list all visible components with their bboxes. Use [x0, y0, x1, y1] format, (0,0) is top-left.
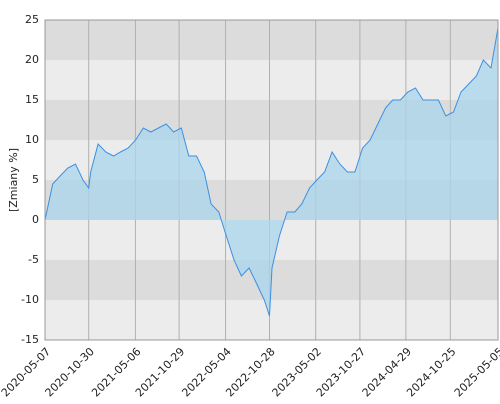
y-tick-label: -5 [28, 253, 39, 266]
y-axis-label: [Zmiany %] [7, 148, 20, 212]
y-tick-label: 0 [32, 213, 39, 226]
plot-border [44, 19, 499, 341]
y-tick-label: -15 [21, 333, 39, 346]
y-tick-label: 25 [25, 13, 39, 26]
y-tick-label: 20 [25, 53, 39, 66]
grid-band [45, 60, 498, 100]
y-tick-label: 15 [25, 93, 39, 106]
grid-band [45, 20, 498, 60]
y-tick-label: 5 [32, 173, 39, 186]
y-tick-label: 10 [25, 133, 39, 146]
y-tick-label: -10 [21, 293, 39, 306]
x-tick-label: 2025-05-05 [452, 345, 500, 399]
grid-band [45, 300, 498, 340]
line [44, 27, 499, 317]
area [45, 28, 498, 316]
